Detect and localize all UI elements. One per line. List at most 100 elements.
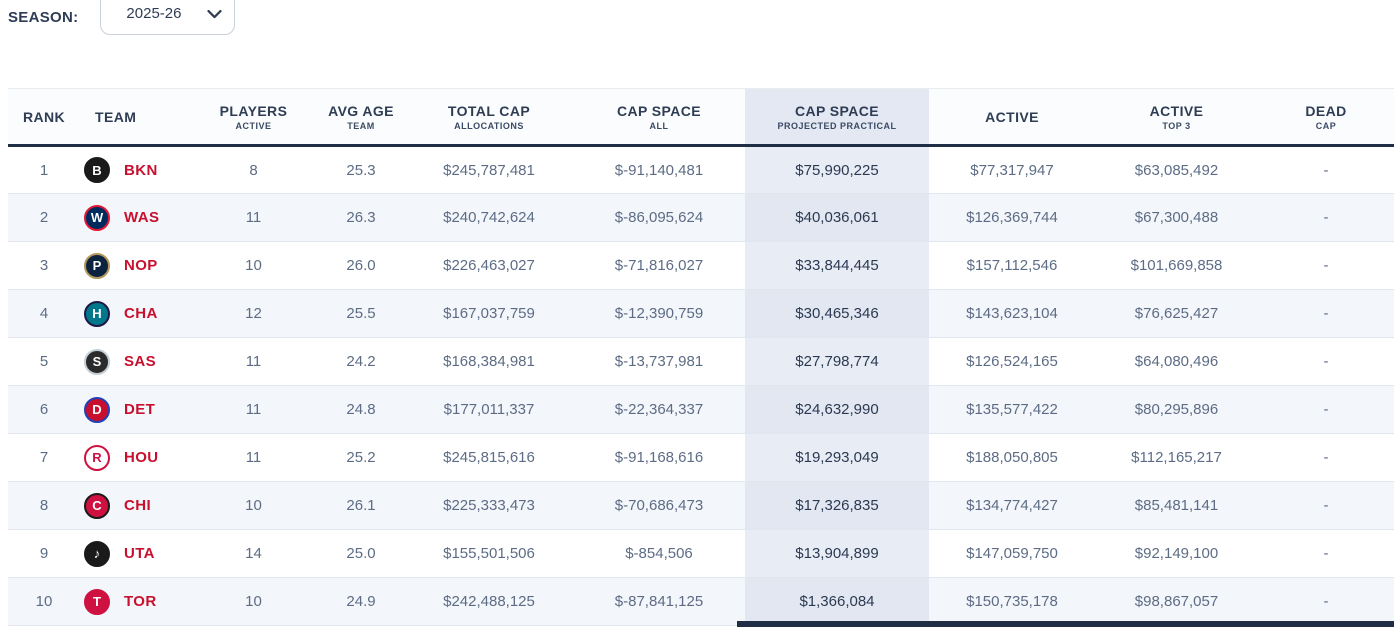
active-cap-cell: $150,735,178	[929, 577, 1095, 626]
team-wrap: T TOR	[80, 588, 190, 615]
team-wrap: R HOU	[80, 444, 190, 471]
players-active-cell: 12	[190, 289, 317, 338]
column-header-players-active[interactable]: PLAYERS ACTIVE	[190, 88, 317, 147]
team-abbreviation-link[interactable]: SAS	[124, 353, 157, 370]
team-cell: B BKN	[80, 145, 190, 194]
players-active-cell: 8	[190, 145, 317, 194]
table-row: 3 P NOP 10 26.0 $226,463,027 $-71,816,027 $33,8…	[8, 241, 1394, 290]
column-label: RANK	[22, 108, 66, 125]
team-wrap: B BKN	[80, 157, 190, 183]
team-cell: W WAS	[80, 193, 190, 242]
table-row: 4 H CHA 12 25.5 $167,037,759 $-12,390,759 $30,4…	[8, 289, 1394, 338]
rank-cell: 10	[8, 577, 80, 626]
column-sublabel: ALL	[649, 120, 669, 131]
avg-age-cell: 25.3	[317, 145, 405, 194]
team-abbreviation-link[interactable]: DET	[124, 401, 156, 418]
table-header: RANK TEAM PLAYERS ACTIVE AVG AGE TEAM TOTAL CA…	[8, 88, 1394, 147]
column-sublabel: ACTIVE	[235, 120, 272, 131]
column-label: PLAYERS	[219, 102, 288, 119]
avg-age-cell: 26.0	[317, 241, 405, 290]
team-cell: H CHA	[80, 289, 190, 338]
active-top3-cell: $92,149,100	[1095, 529, 1258, 578]
team-abbreviation-link[interactable]: BKN	[124, 161, 158, 179]
brooklyn-nets-logo-icon: B	[84, 157, 110, 183]
cap-space-all-cell: $-12,390,759	[573, 289, 745, 338]
header-row: RANK TEAM PLAYERS ACTIVE AVG AGE TEAM TOTAL CA…	[8, 88, 1394, 147]
dead-cap-cell: -	[1258, 577, 1394, 626]
san-antonio-spurs-logo-icon: S	[84, 348, 110, 375]
team-abbreviation-link[interactable]: NOP	[124, 257, 158, 274]
team-cell: D DET	[80, 385, 190, 434]
rank-cell: 4	[8, 289, 80, 338]
cap-space-projected-cell: $75,990,225	[745, 145, 929, 194]
rank-cell: 1	[8, 145, 80, 194]
column-header-total-cap-allocations[interactable]: TOTAL CAP ALLOCATIONS	[405, 88, 573, 147]
table-row: 7 R HOU 11 25.2 $245,815,616 $-91,168,616 $19,2…	[8, 433, 1394, 482]
players-active-cell: 10	[190, 577, 317, 626]
column-header-dead-cap[interactable]: DEAD CAP	[1258, 88, 1394, 147]
column-header-active[interactable]: ACTIVE	[929, 88, 1095, 147]
cap-space-projected-cell: $1,366,084	[745, 577, 929, 626]
dead-cap-cell: -	[1258, 529, 1394, 578]
table-body: 1 B BKN 8 25.3 $245,787,481 $-91,140,481 $75,99…	[8, 145, 1394, 626]
column-header-avg-age-team[interactable]: AVG AGE TEAM	[317, 88, 405, 147]
team-abbreviation-link[interactable]: HOU	[124, 449, 159, 466]
active-cap-cell: $143,623,104	[929, 289, 1095, 338]
charlotte-hornets-logo-icon: H	[84, 300, 110, 327]
team-wrap: S SAS	[80, 348, 190, 375]
total-cap-cell: $225,333,473	[405, 481, 573, 530]
cap-space-all-cell: $-86,095,624	[573, 193, 745, 242]
team-abbreviation-link[interactable]: CHA	[124, 305, 158, 322]
total-cap-cell: $245,787,481	[405, 145, 573, 194]
table-row: 2 W WAS 11 26.3 $240,742,624 $-86,095,624 $40,0…	[8, 193, 1394, 242]
column-header-rank[interactable]: RANK	[8, 88, 80, 147]
active-cap-cell: $135,577,422	[929, 385, 1095, 434]
rank-cell: 5	[8, 337, 80, 386]
chevron-down-icon	[207, 9, 223, 19]
rank-cell: 7	[8, 433, 80, 482]
active-cap-cell: $134,774,427	[929, 481, 1095, 530]
column-header-cap-space-all[interactable]: CAP SPACE ALL	[573, 88, 745, 147]
cap-space-all-cell: $-87,841,125	[573, 577, 745, 626]
column-header-team[interactable]: TEAM	[80, 88, 190, 147]
active-top3-cell: $63,085,492	[1095, 145, 1258, 194]
table-row: 5 S SAS 11 24.2 $168,384,981 $-13,737,981 $27,7…	[8, 337, 1394, 386]
column-header-active-top-3[interactable]: ACTIVE TOP 3	[1095, 88, 1258, 147]
team-abbreviation-link[interactable]: UTA	[124, 545, 155, 562]
cap-space-projected-cell: $17,326,835	[745, 481, 929, 530]
table-row: 6 D DET 11 24.8 $177,011,337 $-22,364,337 $24,6…	[8, 385, 1394, 434]
cap-space-projected-cell: $30,465,346	[745, 289, 929, 338]
cap-space-all-cell: $-854,506	[573, 529, 745, 578]
column-sublabel: CAP	[1315, 120, 1337, 131]
table-row: 9 ♪ UTA 14 25.0 $155,501,506 $-854,506 $13,904,…	[8, 529, 1394, 578]
utah-jazz-logo-icon: ♪	[84, 540, 110, 567]
players-active-cell: 11	[190, 433, 317, 482]
avg-age-cell: 24.8	[317, 385, 405, 434]
season-selector-bar: SEASON: 2025-26	[8, 0, 236, 35]
cap-space-all-cell: $-70,686,473	[573, 481, 745, 530]
active-top3-cell: $85,481,141	[1095, 481, 1258, 530]
column-label: CAP SPACE	[617, 102, 701, 119]
team-abbreviation-link[interactable]: WAS	[124, 209, 160, 226]
active-top3-cell: $101,669,858	[1095, 241, 1258, 290]
total-cap-cell: $245,815,616	[405, 433, 573, 482]
column-sublabel: TEAM	[347, 120, 375, 131]
cap-space-projected-cell: $27,798,774	[745, 337, 929, 386]
table-row: 10 T TOR 10 24.9 $242,488,125 $-87,841,125 $1,3…	[8, 577, 1394, 626]
column-label: DEAD	[1305, 102, 1347, 119]
season-dropdown[interactable]: 2025-26	[100, 0, 236, 35]
avg-age-cell: 26.3	[317, 193, 405, 242]
team-wrap: C CHI	[80, 492, 190, 519]
team-cell: T TOR	[80, 577, 190, 626]
rank-cell: 2	[8, 193, 80, 242]
column-label: CAP SPACE	[795, 102, 879, 119]
team-abbreviation-link[interactable]: CHI	[124, 497, 152, 514]
column-sublabel: ALLOCATIONS	[454, 120, 524, 131]
rank-cell: 8	[8, 481, 80, 530]
team-abbreviation-link[interactable]: TOR	[124, 593, 157, 610]
column-label: TOTAL CAP	[447, 102, 531, 119]
column-header-cap-space-projected-practical[interactable]: CAP SPACE PROJECTED PRACTICAL	[745, 88, 929, 147]
column-label: ACTIVE	[985, 108, 1039, 125]
players-active-cell: 11	[190, 337, 317, 386]
